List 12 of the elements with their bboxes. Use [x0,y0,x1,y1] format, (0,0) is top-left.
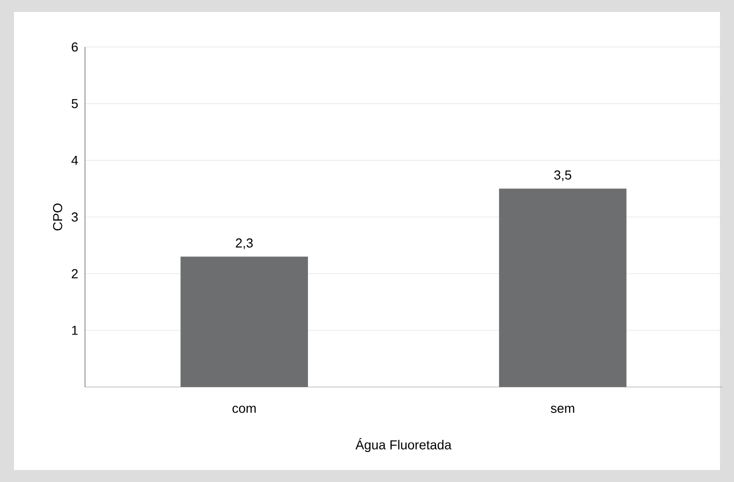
data-label: 3,5 [554,170,572,182]
x-axis-title: Água Fluoretada [355,438,452,452]
y-tick-label: 6 [72,42,78,52]
y-tick-label: 3 [72,212,78,222]
y-tick-label: 5 [72,99,78,108]
y-tick-label: 1 [72,326,78,335]
y-tick-label: 4 [71,156,78,165]
x-tick-label: com [232,406,256,413]
x-tick-label: sem [550,406,574,413]
data-label: 2,3 [236,238,253,250]
y-axis-title: CPO [53,204,62,230]
y-tick-label: 2 [72,269,78,278]
